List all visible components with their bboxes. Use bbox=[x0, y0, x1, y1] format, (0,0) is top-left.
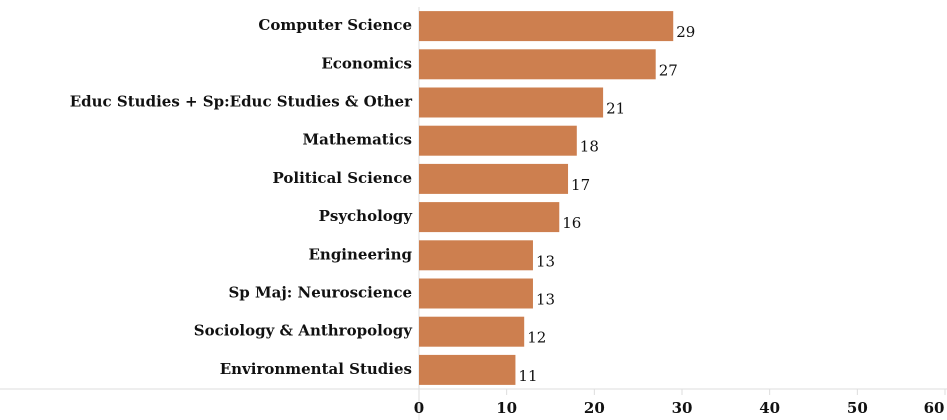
x-tick-label: 60 bbox=[924, 399, 945, 417]
bar bbox=[419, 354, 516, 385]
y-tick-label: Political Science bbox=[273, 169, 412, 187]
bar bbox=[419, 87, 604, 118]
value-label: 16 bbox=[562, 214, 581, 232]
value-label: 21 bbox=[606, 100, 625, 118]
x-tick-label: 0 bbox=[414, 399, 424, 417]
bar bbox=[419, 202, 560, 233]
y-tick-label: Mathematics bbox=[303, 131, 413, 149]
value-label: 18 bbox=[580, 138, 599, 156]
bar bbox=[419, 240, 533, 271]
bar bbox=[419, 125, 577, 156]
bar bbox=[419, 49, 656, 80]
y-tick-label: Engineering bbox=[308, 245, 412, 263]
x-tick-label: 40 bbox=[759, 399, 780, 417]
y-tick-label: Sociology & Anthropology bbox=[194, 322, 414, 340]
value-label: 17 bbox=[571, 176, 590, 194]
y-tick-label: Environmental Studies bbox=[220, 360, 412, 378]
bar bbox=[419, 11, 674, 42]
value-label: 13 bbox=[536, 291, 555, 309]
x-tick-label: 50 bbox=[847, 399, 868, 417]
x-tick-label: 20 bbox=[584, 399, 605, 417]
value-label: 27 bbox=[659, 61, 678, 79]
y-tick-label: Psychology bbox=[319, 207, 414, 225]
value-label: 12 bbox=[527, 329, 546, 347]
y-tick-label: Computer Science bbox=[258, 16, 412, 34]
y-tick-label: Economics bbox=[321, 54, 412, 72]
x-tick-label: 30 bbox=[672, 399, 693, 417]
y-tick-label: Sp Maj: Neuroscience bbox=[228, 284, 412, 302]
bar bbox=[419, 278, 533, 309]
value-label: 11 bbox=[518, 367, 537, 385]
value-label: 29 bbox=[676, 23, 695, 41]
x-tick-label: 10 bbox=[496, 399, 517, 417]
bar bbox=[419, 316, 525, 347]
bar bbox=[419, 163, 569, 194]
y-tick-label: Educ Studies + Sp:Educ Studies & Other bbox=[70, 93, 413, 111]
value-label: 13 bbox=[536, 252, 555, 270]
